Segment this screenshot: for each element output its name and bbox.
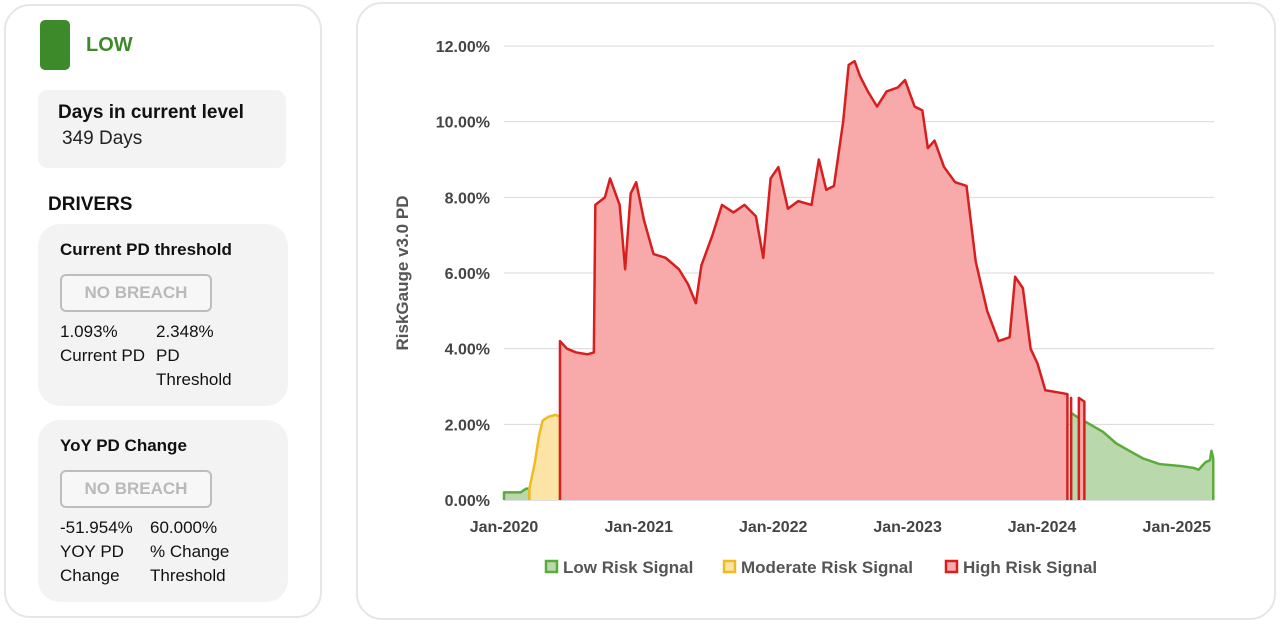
yoy-pd-change-label: YOY PD Change <box>60 542 124 585</box>
change-threshold-value: 60.000% <box>150 518 218 537</box>
series-line-high-risk <box>558 59 1069 500</box>
days-in-level-title: Days in current level <box>58 102 244 123</box>
current-pd-label: Current PD <box>60 346 146 365</box>
days-in-level-card: Days in current level 349 Days <box>38 90 286 168</box>
change-threshold-label: % Change Threshold <box>150 542 230 585</box>
y-tick-label: 8.00% <box>445 190 490 207</box>
y-tick-label: 4.00% <box>445 342 490 359</box>
legend-label: High Risk Signal <box>963 558 1097 577</box>
y-axis-ticks: 0.00% 2.00% 4.00% 6.00% 8.00% 10.00% 12.00% <box>436 39 490 510</box>
current-pd-breach-status-button[interactable]: NO BREACH <box>60 274 212 312</box>
yoy-pd-change-metric: -51.954% YOY PD Change <box>60 516 150 588</box>
x-tick-label: Jan-2021 <box>605 519 674 536</box>
current-pd-threshold-card: Current PD threshold NO BREACH 1.093% Cu… <box>38 224 288 406</box>
legend-swatch <box>544 559 559 574</box>
x-tick-label: Jan-2022 <box>739 519 808 536</box>
status-panel: LOW Days in current level 349 Days DRIVE… <box>4 4 322 618</box>
current-pd-metric: 1.093% Current PD <box>60 320 156 392</box>
pd-threshold-metric: 2.348% PD Threshold <box>156 320 252 392</box>
yoy-pd-change-title: YoY PD Change <box>60 436 187 455</box>
risk-level-indicator: LOW <box>40 20 133 70</box>
days-in-level-value: 349 Days <box>62 128 143 149</box>
pd-chart: 0.00% 2.00% 4.00% 6.00% 8.00% 10.00% 12.00% Ja… <box>393 39 1215 577</box>
legend-label: Low Risk Signal <box>563 558 693 577</box>
chart-series-areas <box>502 59 1215 501</box>
series-area-high-risk-spike-2 <box>1078 397 1085 500</box>
y-tick-label: 0.00% <box>445 493 490 510</box>
legend-label: Moderate Risk Signal <box>741 558 913 577</box>
y-axis-title: RiskGauge v3.0 PD <box>393 196 412 351</box>
series-area-low-risk-late <box>1071 412 1214 500</box>
y-tick-label: 10.00% <box>436 115 490 132</box>
legend-swatch <box>722 559 737 574</box>
pd-threshold-value: 2.348% <box>156 322 214 341</box>
x-tick-label: Jan-2024 <box>1008 519 1077 536</box>
yoy-pd-change-value: -51.954% <box>60 518 133 537</box>
x-tick-label: Jan-2025 <box>1143 519 1212 536</box>
chart-legend: Low Risk Signal Moderate Risk Signal High … <box>544 558 1097 577</box>
current-pd-threshold-title: Current PD threshold <box>60 240 232 259</box>
yoy-pd-change-card: YoY PD Change NO BREACH -51.954% YOY PD … <box>38 420 288 602</box>
x-axis-ticks: Jan-2020 Jan-2021 Jan-2022 Jan-2023 Jan-2024… <box>470 519 1211 536</box>
series-line-moderate-risk <box>528 413 562 500</box>
y-tick-label: 2.00% <box>445 417 490 434</box>
risk-level-swatch <box>40 20 70 70</box>
y-tick-label: 6.00% <box>445 266 490 283</box>
chart-panel: 0.00% 2.00% 4.00% 6.00% 8.00% 10.00% 12.00% Ja… <box>356 2 1276 620</box>
y-tick-label: 12.00% <box>436 39 490 56</box>
series-line-high-risk-spike-2 <box>1077 396 1086 500</box>
x-tick-label: Jan-2023 <box>873 519 942 536</box>
change-threshold-metric: 60.000% % Change Threshold <box>150 516 260 588</box>
x-tick-label: Jan-2020 <box>470 519 539 536</box>
legend-swatch <box>944 559 959 574</box>
series-area-moderate-risk <box>529 414 560 500</box>
drivers-heading: DRIVERS <box>48 194 133 215</box>
risk-level-label: LOW <box>86 33 133 56</box>
current-pd-value: 1.093% <box>60 322 118 341</box>
pd-threshold-label: PD Threshold <box>156 346 232 389</box>
yoy-breach-status-button[interactable]: NO BREACH <box>60 470 212 508</box>
series-area-high-risk <box>559 61 1068 501</box>
